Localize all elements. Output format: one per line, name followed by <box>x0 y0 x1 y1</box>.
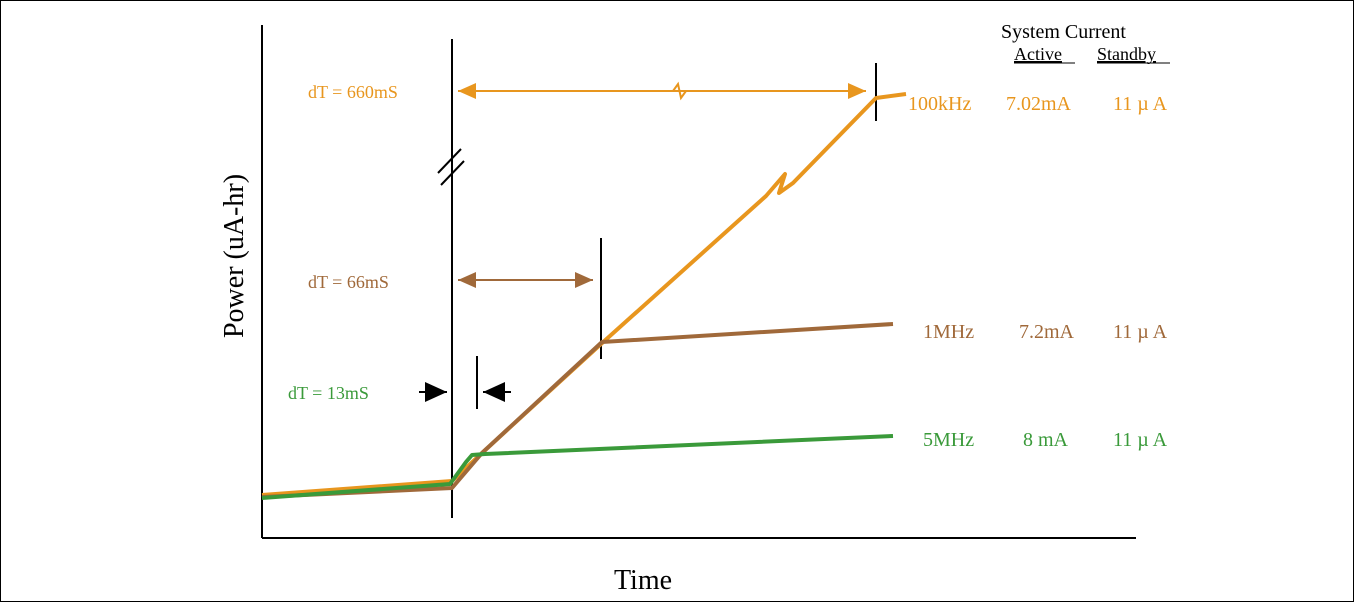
standby-column-header: Standby <box>1097 44 1156 64</box>
system-current-title: System Current <box>1001 21 1126 43</box>
series-active-5mhz: 8 mA <box>1023 429 1069 451</box>
series-active-100khz: 7.02mA <box>1006 93 1072 115</box>
y-axis-label: Power (uA-hr) <box>219 174 250 338</box>
dt-label-5mhz: dT = 13mS <box>288 383 369 403</box>
series-name-100khz: 100kHz <box>908 93 971 115</box>
x-axis-label: Time <box>614 565 672 596</box>
dt-label-1mhz: dT = 66mS <box>308 272 389 292</box>
axis-break-slash-2 <box>440 160 465 186</box>
series-standby-5mhz: 11 µ A <box>1113 429 1168 451</box>
series-standby-100khz: 11 µ A <box>1113 93 1168 115</box>
series-standby-1mhz: 11 µ A <box>1113 321 1168 343</box>
axis-break-slash-1 <box>437 148 462 174</box>
dt-label-100khz: dT = 660mS <box>308 82 398 102</box>
series-line-1mhz <box>261 322 894 499</box>
series-name-1mhz: 1MHz <box>923 321 974 343</box>
dt-arrow-break-100khz <box>672 81 687 101</box>
series-line-100khz <box>261 92 907 497</box>
series-name-5mhz: 5MHz <box>923 429 974 451</box>
series-line-5mhz <box>261 434 894 500</box>
series-active-1mhz: 7.2mA <box>1019 321 1075 343</box>
active-column-header: Active <box>1014 44 1062 64</box>
